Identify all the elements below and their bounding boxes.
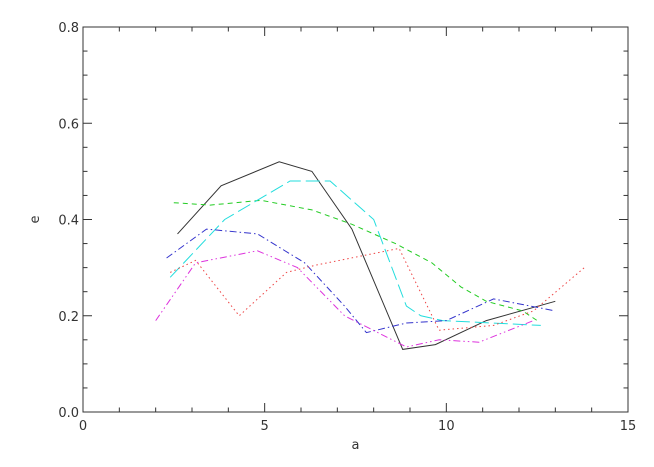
x-tick-label: 5 bbox=[261, 419, 269, 434]
plot-border bbox=[82, 26, 629, 413]
x-axis-tick-labels: 0 5 10 15 bbox=[79, 419, 636, 434]
x-tick-label: 15 bbox=[620, 419, 637, 434]
y-axis-label: e bbox=[28, 216, 43, 224]
y-tick-label: 0.2 bbox=[58, 310, 79, 325]
series-line-5 bbox=[155, 250, 534, 348]
series-line-4 bbox=[166, 228, 556, 334]
series-line-1 bbox=[177, 161, 556, 350]
plot-frame bbox=[82, 26, 629, 413]
series-line-6 bbox=[169, 247, 585, 331]
y-tick-label: 0.8 bbox=[58, 21, 79, 36]
x-tick-label: 10 bbox=[438, 419, 455, 434]
x-axis-label: a bbox=[352, 438, 360, 453]
y-axis-tick-labels: 0.0 0.2 0.4 0.6 0.8 bbox=[58, 21, 79, 421]
series-layer bbox=[155, 161, 585, 350]
y-tick-label: 0.6 bbox=[58, 117, 79, 132]
x-tick-label: 0 bbox=[79, 419, 87, 434]
y-tick-label: 0.0 bbox=[58, 406, 79, 421]
y-axis-ticks bbox=[83, 26, 628, 413]
x-axis-ticks bbox=[82, 27, 629, 412]
series-line-3 bbox=[169, 180, 541, 326]
y-tick-label: 0.4 bbox=[58, 214, 79, 229]
series-line-2 bbox=[173, 199, 538, 322]
